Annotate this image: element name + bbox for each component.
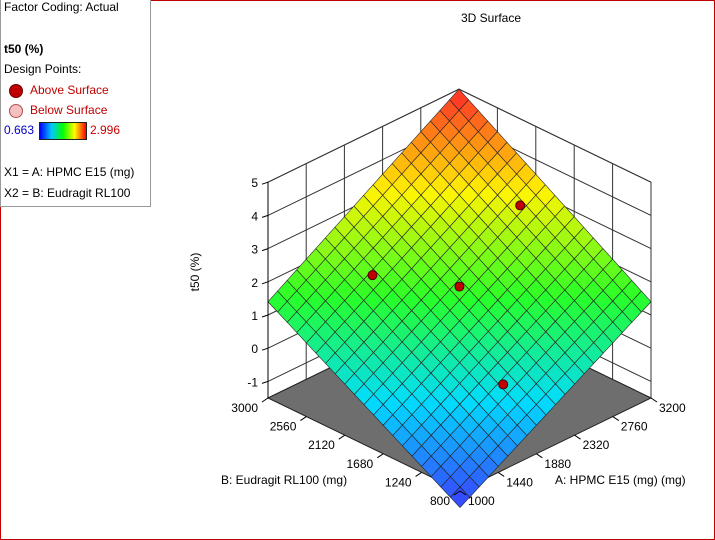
- z-tick-label: 0: [251, 342, 258, 356]
- x-tick-label: 1440: [506, 475, 533, 489]
- below-surface-label: Below Surface: [30, 103, 108, 117]
- y-tick: [453, 490, 461, 496]
- chart-title: 3D Surface: [461, 11, 521, 25]
- x-tick-label: 1000: [468, 494, 495, 508]
- x-tick: [574, 434, 581, 440]
- y-tick-label: 2560: [270, 420, 297, 434]
- z-tick: [261, 248, 269, 252]
- z-tick-label: -1: [247, 375, 258, 389]
- x-tick: [459, 490, 467, 496]
- y-tick-label: 3000: [231, 401, 258, 415]
- x-axis-label: A: HPMC E15 (mg) (mg): [555, 473, 686, 487]
- y-tick: [300, 416, 307, 422]
- design-points-label: Design Points:: [4, 62, 82, 76]
- above-surface-label: Above Surface: [30, 83, 109, 97]
- x-tick-label: 1880: [544, 457, 571, 471]
- x2-factor-label: X2 = B: Eudragit RL100: [4, 186, 131, 200]
- design-point: [454, 281, 465, 292]
- x-tick: [612, 416, 620, 422]
- z-tick-label: 4: [251, 209, 258, 223]
- color-scale-max: 2.996: [90, 123, 121, 137]
- response-name: t50 (%): [4, 42, 44, 56]
- y-tick: [415, 471, 422, 477]
- axes-group: -1 0 1 2 3 4 5 1000 1440 1880 2320 2760 3200 800 1240 1…: [231, 176, 686, 508]
- design-point: [498, 379, 509, 390]
- x-tick-label: 2320: [583, 438, 610, 452]
- color-scale-bar: [39, 122, 87, 140]
- x-tick-label: 3200: [659, 401, 686, 415]
- x-tick: [650, 397, 658, 403]
- design-points: [367, 200, 526, 390]
- z-tick-label: 1: [251, 309, 258, 323]
- y-tick: [338, 434, 346, 440]
- color-scale-min: 0.663: [4, 123, 35, 137]
- x-tick: [497, 471, 505, 477]
- x-tick: [536, 453, 543, 459]
- x1-factor-label: X1 = A: HPMC E15 (mg): [4, 165, 135, 179]
- below-surface-marker-icon: [9, 104, 23, 118]
- z-tick: [261, 347, 269, 351]
- y-tick-label: 2120: [308, 438, 335, 452]
- response-surface: [267, 88, 652, 509]
- design-point: [367, 270, 378, 281]
- z-tick-label: 5: [251, 176, 258, 190]
- z-tick-label: 3: [251, 243, 258, 257]
- legend-panel: Factor Coding: Actual t50 (%) Design Poi…: [0, 0, 151, 207]
- y-tick-label: 1240: [385, 475, 412, 489]
- z-axis-label: t50 (%): [188, 253, 202, 292]
- design-point: [515, 200, 526, 211]
- z-tick: [261, 314, 269, 318]
- z-tick: [261, 380, 269, 384]
- y-tick: [376, 453, 384, 459]
- y-tick: [261, 397, 269, 403]
- z-tick-label: 2: [251, 276, 258, 290]
- surface-facet: [449, 486, 470, 509]
- above-surface-marker-icon: [9, 84, 23, 98]
- y-tick-label: 800: [430, 494, 450, 508]
- z-tick: [261, 214, 269, 218]
- factor-coding-label: Factor Coding: Actual: [4, 0, 119, 14]
- y-axis-label: B: Eudragit RL100 (mg): [221, 473, 347, 487]
- z-tick: [261, 181, 269, 185]
- y-tick-label: 1680: [346, 457, 373, 471]
- x-tick-label: 2760: [621, 420, 648, 434]
- z-tick: [261, 281, 269, 285]
